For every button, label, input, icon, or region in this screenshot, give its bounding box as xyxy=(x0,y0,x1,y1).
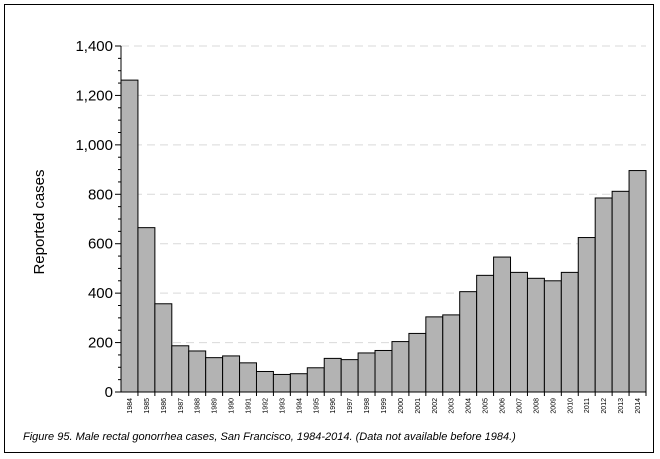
x-tick-label: 1996 xyxy=(330,398,337,414)
figure-caption: Figure 95. Male rectal gonorrhea cases, … xyxy=(23,431,516,443)
x-tick-label: 1999 xyxy=(381,398,388,414)
x-tick-label: 1993 xyxy=(279,398,286,414)
x-tick-label: 2012 xyxy=(601,398,608,414)
bar-2002 xyxy=(425,316,444,393)
bar-2012 xyxy=(594,197,613,393)
bar-1987 xyxy=(171,345,190,393)
y-tick-label: 800 xyxy=(88,186,113,203)
y-tick-label: 1,200 xyxy=(75,87,113,104)
x-tick-label: 1995 xyxy=(313,398,320,414)
bar-2006 xyxy=(493,256,512,393)
x-tick-label: 2009 xyxy=(550,398,557,414)
bar-2000 xyxy=(391,341,410,393)
bar-1992 xyxy=(255,370,274,393)
x-tick-label: 2006 xyxy=(500,398,507,414)
y-tick-label: 200 xyxy=(88,335,113,352)
bar-2013 xyxy=(611,190,630,393)
bars xyxy=(120,79,647,393)
x-tick-label: 2004 xyxy=(466,398,473,414)
x-tick-label: 1988 xyxy=(195,398,202,414)
bar-1988 xyxy=(188,350,207,393)
x-tick-label: 1985 xyxy=(144,398,151,414)
axes xyxy=(115,45,647,396)
x-tick-label: 1987 xyxy=(178,398,185,414)
chart-frame: 0 200 400 600 800 1,000 1,200 1,400 1984 1985 198… xyxy=(4,4,654,453)
x-tick-label: 2002 xyxy=(432,398,439,414)
bar-2014 xyxy=(628,170,647,393)
y-tick-label: 400 xyxy=(88,285,113,302)
x-tick-label: 1991 xyxy=(246,398,253,414)
x-tick-label: 2003 xyxy=(449,398,456,414)
x-tick-label: 2011 xyxy=(584,398,591,413)
y-tick-labels: 0 200 400 600 800 1,000 1,200 1,400 xyxy=(75,38,113,401)
bar-1990 xyxy=(222,355,241,393)
y-axis-label: Reported cases xyxy=(31,169,48,274)
x-tick-label: 1984 xyxy=(127,398,134,414)
bar-2003 xyxy=(442,314,461,393)
x-tick-label: 1986 xyxy=(161,398,168,414)
bar-1998 xyxy=(357,352,376,393)
bar-1999 xyxy=(374,349,393,393)
x-tick-label: 2013 xyxy=(618,398,625,414)
y-tick-label: 1,400 xyxy=(75,38,113,55)
x-tick-label: 2000 xyxy=(398,398,405,414)
bar-1997 xyxy=(340,359,359,393)
bar-2008 xyxy=(526,277,545,393)
x-tick-label: 1992 xyxy=(262,398,269,414)
bar-2005 xyxy=(476,274,495,393)
x-tick-label: 2007 xyxy=(516,398,523,414)
bar-2001 xyxy=(408,332,427,393)
bar-1984 xyxy=(120,79,139,393)
x-tick-labels: 1984 1985 1986 1987 1988 1989 1990 1991 1992 1993… xyxy=(127,398,642,414)
bar-1996 xyxy=(323,357,342,393)
bar-2004 xyxy=(459,291,478,393)
x-tick-label: 2014 xyxy=(635,398,642,414)
x-tick-label: 1998 xyxy=(364,398,371,414)
x-tick-label: 2008 xyxy=(533,398,540,414)
x-tick-label: 2010 xyxy=(567,398,574,414)
bar-1989 xyxy=(205,357,224,393)
bar-1994 xyxy=(289,373,308,393)
bar-2009 xyxy=(543,280,562,393)
gridlines xyxy=(121,45,646,344)
bar-2011 xyxy=(577,237,596,393)
y-tick-label: 0 xyxy=(105,384,113,401)
x-tick-label: 1990 xyxy=(229,398,236,414)
bar-1991 xyxy=(239,362,257,393)
bar-1993 xyxy=(272,373,291,393)
x-tick-label: 1997 xyxy=(347,398,354,414)
bar-1995 xyxy=(306,367,325,393)
bar-1986 xyxy=(154,303,173,393)
x-tick-label: 2005 xyxy=(483,398,490,414)
y-tick-label: 600 xyxy=(88,236,113,253)
x-tick-label: 2001 xyxy=(415,398,422,414)
bar-1985 xyxy=(137,227,156,393)
x-tick-label: 1994 xyxy=(296,398,303,414)
bar-2007 xyxy=(510,271,528,393)
y-tick-label: 1,000 xyxy=(75,137,113,154)
bar-2010 xyxy=(560,271,579,393)
x-tick-label: 1989 xyxy=(212,398,219,414)
